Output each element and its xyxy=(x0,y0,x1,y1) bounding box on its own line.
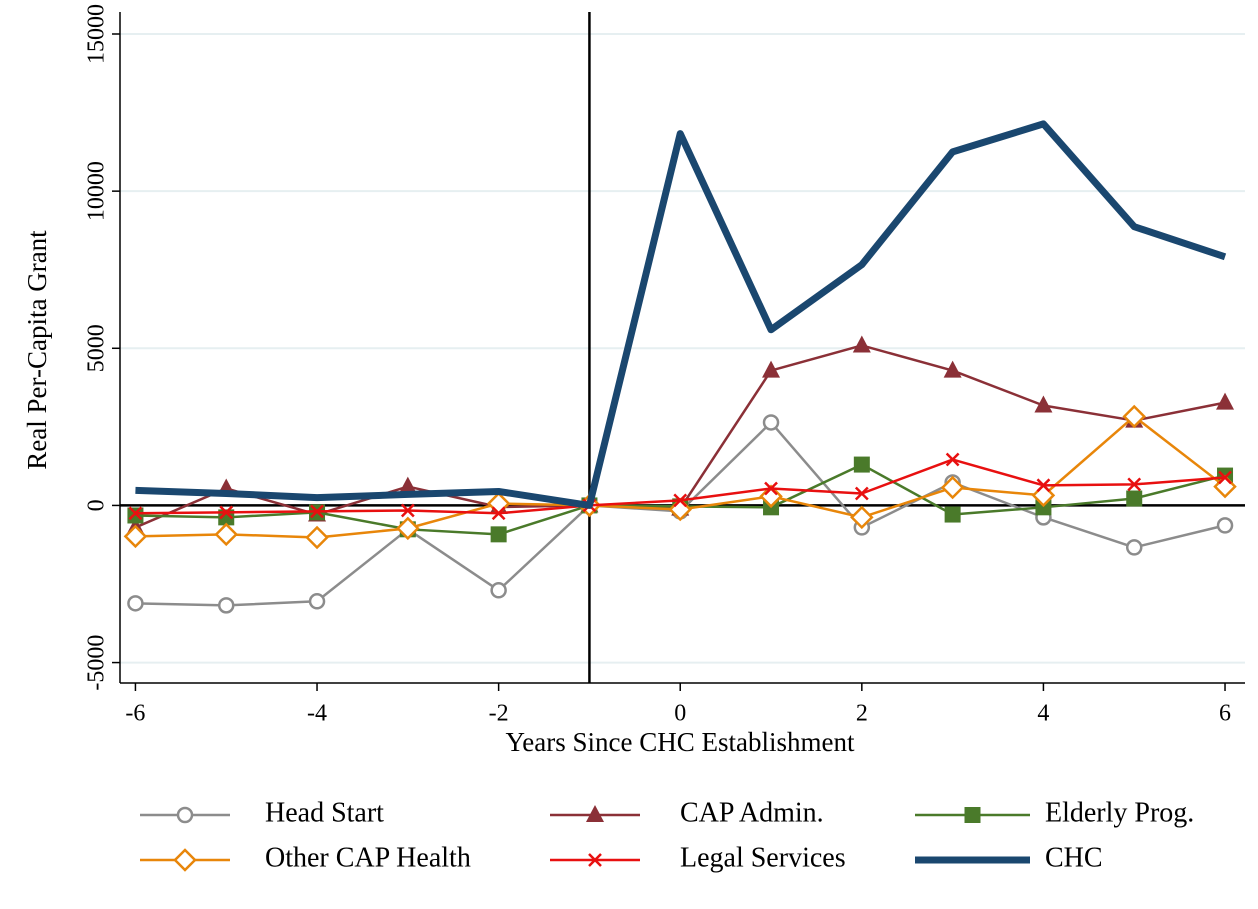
marker xyxy=(944,506,961,523)
marker xyxy=(398,476,417,494)
marker xyxy=(305,525,329,550)
y-tick-label: 10000 xyxy=(84,161,110,221)
marker xyxy=(673,493,688,508)
marker xyxy=(123,524,148,549)
marker xyxy=(1218,470,1232,485)
x-tick-label: -2 xyxy=(489,701,509,727)
marker xyxy=(128,506,143,521)
marker xyxy=(853,456,870,473)
x-tick-label: 0 xyxy=(674,701,686,727)
marker xyxy=(214,522,239,547)
marker xyxy=(850,505,874,530)
marker xyxy=(668,497,692,522)
y-axis-label: Real Per-Capita Grant xyxy=(22,230,52,470)
marker xyxy=(1122,404,1146,429)
marker xyxy=(310,504,324,519)
x-axis-label: Years Since CHC Establishment xyxy=(506,727,855,757)
marker xyxy=(490,582,507,599)
legend-label: Head Start xyxy=(265,797,384,828)
x-tick-label: 6 xyxy=(1219,701,1231,727)
marker xyxy=(1126,490,1143,507)
legend-marker xyxy=(588,853,602,867)
marker xyxy=(1125,539,1143,556)
legend-label: Legal Services xyxy=(680,842,846,873)
marker xyxy=(759,484,783,509)
marker xyxy=(1036,478,1051,493)
legend-label: Elderly Prog. xyxy=(1045,797,1194,828)
marker xyxy=(1216,517,1234,534)
y-tick-label: -5000 xyxy=(84,635,110,691)
marker xyxy=(1216,392,1235,410)
x-tick-label: 2 xyxy=(856,701,868,727)
marker xyxy=(762,360,781,378)
marker xyxy=(396,516,420,541)
marker xyxy=(491,506,506,521)
marker xyxy=(400,503,415,518)
marker xyxy=(217,597,235,614)
marker xyxy=(127,507,144,524)
marker xyxy=(490,526,507,543)
marker xyxy=(308,593,326,610)
marker xyxy=(854,486,869,501)
legend-label: CHC xyxy=(1045,842,1103,873)
x-tick-label: 4 xyxy=(1037,701,1049,727)
marker xyxy=(852,335,871,353)
marker xyxy=(940,475,965,500)
marker xyxy=(127,595,144,612)
legend-marker xyxy=(176,806,194,824)
legend-marker xyxy=(586,805,604,822)
marker xyxy=(764,481,778,496)
x-tick-label: -4 xyxy=(307,701,327,727)
marker xyxy=(219,505,234,520)
legend-marker xyxy=(173,848,197,872)
marker xyxy=(1034,395,1053,413)
y-tick-label: 5000 xyxy=(84,324,110,372)
x-tick-label: -6 xyxy=(125,701,145,727)
marker xyxy=(1035,499,1052,516)
marker xyxy=(945,452,960,467)
y-tick-label: 0 xyxy=(84,499,110,511)
series-line xyxy=(135,120,1227,509)
legend-marker xyxy=(964,807,981,823)
legend-label: CAP Admin. xyxy=(680,797,824,828)
marker xyxy=(762,414,780,431)
y-tick-label: 15000 xyxy=(84,4,110,64)
marker xyxy=(1127,477,1142,492)
marker xyxy=(943,360,962,378)
legend-label: Other CAP Health xyxy=(265,842,471,873)
